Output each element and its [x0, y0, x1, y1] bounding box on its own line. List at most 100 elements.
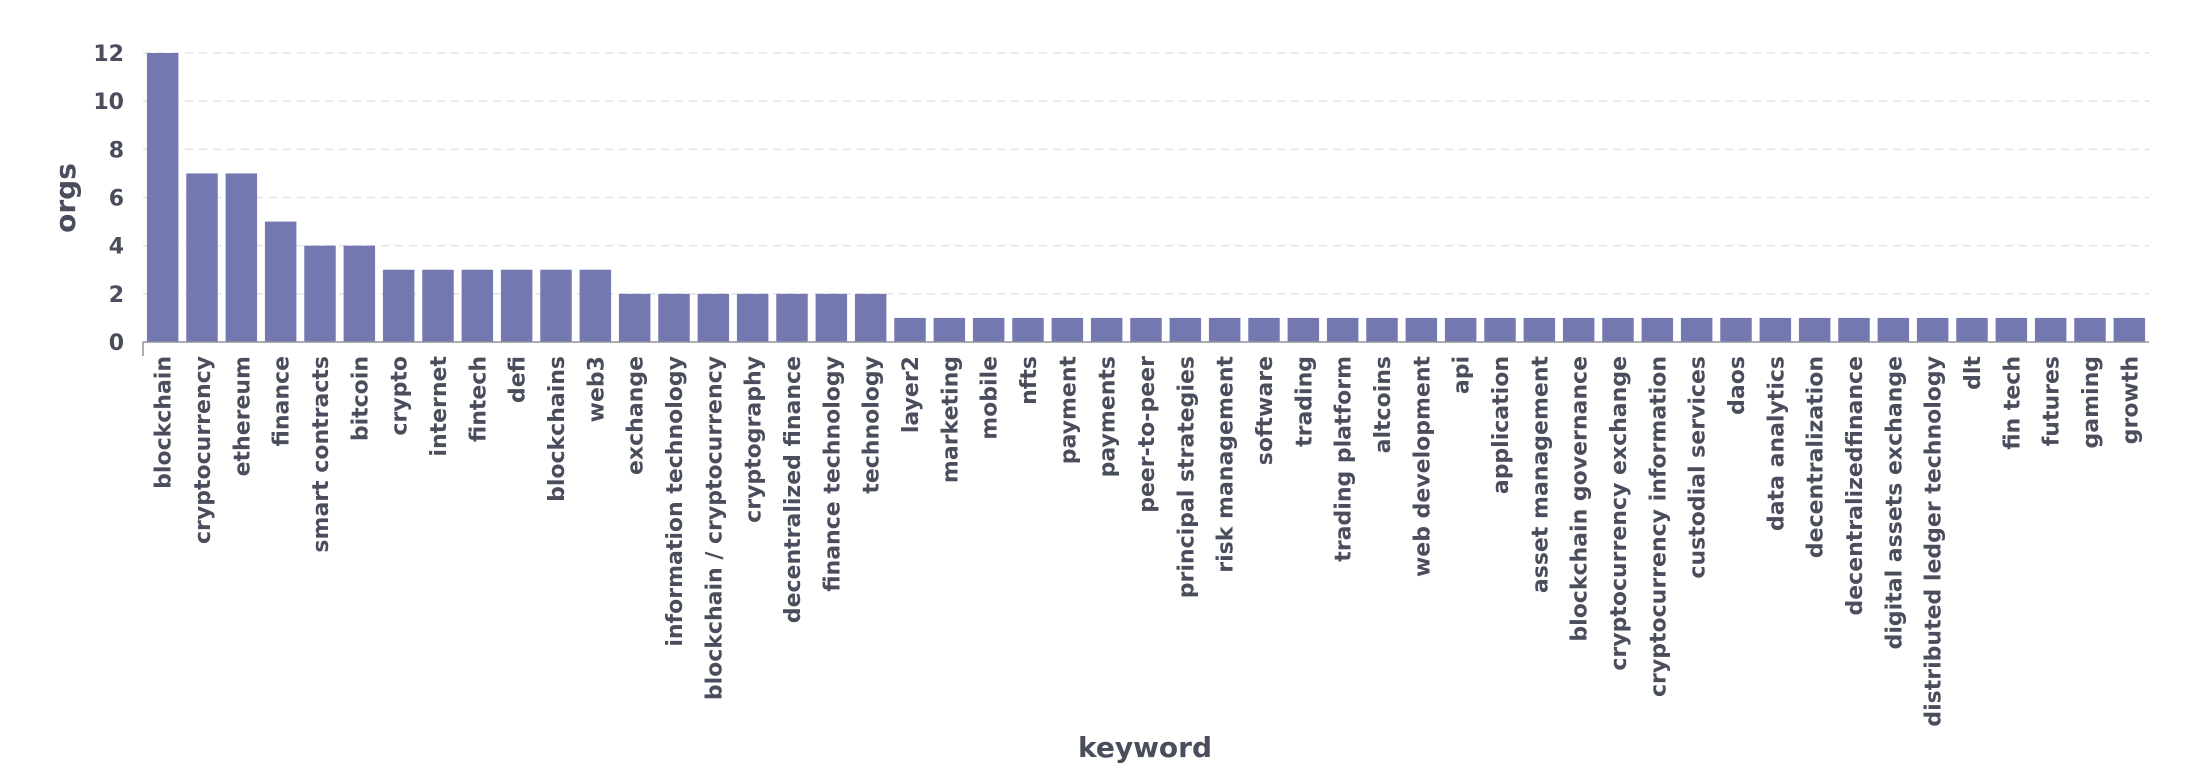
x-tick-label: blockchain / cryptocurrency — [702, 356, 727, 700]
x-tick-label: decentralized finance — [781, 356, 806, 623]
x-tick-label: asset management — [1528, 356, 1553, 594]
x-tick-label: digital assets exchange — [1882, 356, 1907, 649]
x-tick-label: decentralizedfinance — [1843, 356, 1868, 616]
x-tick-label: blockchain governance — [1568, 356, 1593, 642]
x-tick-label: fin tech — [2000, 356, 2025, 450]
bar — [1641, 317, 1674, 342]
x-tick-label: payments — [1096, 356, 1121, 477]
bar — [1995, 317, 2028, 342]
x-tick-label: altcoins — [1371, 356, 1396, 453]
bar — [1405, 317, 1438, 342]
x-tick-label: dlt — [1961, 356, 1986, 390]
x-tick-labels: blockchain cryptocurrency ethereum finance s… — [152, 356, 2144, 727]
x-tick-label: gaming — [2079, 356, 2104, 448]
bar — [500, 269, 533, 342]
bar — [1759, 317, 1792, 342]
bar — [382, 269, 415, 342]
bar — [2034, 317, 2067, 342]
bar — [1326, 317, 1359, 342]
bar — [264, 221, 297, 342]
x-tick-label: technology — [860, 356, 885, 494]
axes — [142, 341, 2149, 356]
bar — [1208, 317, 1241, 342]
x-tick-label: payment — [1056, 356, 1081, 465]
bar — [736, 293, 769, 342]
x-tick-label: trading — [1292, 356, 1317, 447]
bar — [1956, 317, 1988, 342]
x-tick-label: cryptocurrency exchange — [1607, 356, 1632, 671]
y-axis-title: orgs — [49, 163, 82, 233]
bar — [1838, 317, 1870, 342]
x-tick-label: api — [1450, 356, 1475, 394]
bar — [1602, 317, 1634, 342]
x-tick-label: exchange — [624, 356, 649, 475]
bar — [2074, 317, 2106, 342]
bar — [776, 293, 808, 342]
x-tick-label: distributed ledger technology — [1922, 356, 1947, 727]
bar — [854, 293, 887, 342]
bar — [1523, 317, 1556, 342]
bar — [933, 317, 966, 342]
x-tick-label: growth — [2118, 356, 2143, 444]
x-tick-label: finance technology — [820, 356, 845, 592]
bar — [1720, 317, 1752, 342]
bar — [658, 293, 690, 342]
bar — [422, 269, 454, 342]
x-tick-label: web3 — [584, 356, 609, 422]
x-tick-label: layer2 — [899, 356, 924, 433]
y-tick-label: 4 — [109, 235, 124, 260]
x-tick-label: fintech — [466, 356, 491, 442]
bar — [343, 245, 376, 342]
bar — [972, 317, 1005, 342]
bar — [697, 293, 730, 342]
x-tick-label: application — [1489, 356, 1514, 494]
x-tick-label: information technology — [663, 356, 688, 647]
x-tick-label: daos — [1725, 356, 1750, 415]
x-tick-label: risk management — [1214, 356, 1239, 573]
x-tick-label: software — [1253, 356, 1278, 465]
bar — [1169, 317, 1202, 342]
x-tick-label: blockchain — [152, 356, 177, 489]
bar — [1798, 317, 1831, 342]
x-axis-title: keyword — [1078, 731, 1212, 764]
x-tick-label: bitcoin — [348, 356, 373, 441]
bar — [1090, 317, 1123, 342]
x-tick-label: custodial services — [1686, 356, 1711, 579]
bars — [146, 53, 2146, 342]
x-tick-label: data analytics — [1764, 356, 1789, 531]
y-tick-label: 12 — [93, 42, 124, 67]
bar — [1248, 317, 1280, 342]
x-tick-label: ethereum — [230, 356, 255, 476]
y-tick-labels: 0 2 4 6 8 10 12 — [93, 42, 124, 356]
gridlines — [143, 52, 2149, 295]
bar — [1051, 317, 1084, 342]
bar — [1916, 317, 1949, 342]
x-tick-label: decentralization — [1804, 356, 1829, 558]
x-tick-label: crypto — [388, 356, 413, 436]
x-tick-label: cryptocurrency information — [1646, 356, 1671, 697]
x-tick-label: principal strategies — [1174, 356, 1199, 598]
bar — [1130, 317, 1162, 342]
bar — [1562, 317, 1595, 342]
x-tick-label: trading platform — [1332, 356, 1357, 562]
bar — [461, 269, 494, 342]
x-tick-label: defi — [506, 356, 531, 403]
bar — [618, 293, 651, 342]
x-tick-label: cryptography — [742, 356, 767, 523]
y-tick-label: 0 — [109, 331, 124, 356]
x-tick-label: blockchains — [545, 356, 570, 502]
x-tick-label: nfts — [1017, 356, 1042, 405]
x-tick-label: finance — [270, 356, 295, 446]
bar — [1444, 317, 1477, 342]
x-tick-label: mobile — [978, 356, 1003, 440]
bar — [304, 245, 336, 342]
bar — [146, 53, 179, 342]
bar — [2113, 317, 2146, 342]
bar — [1877, 317, 1910, 342]
bar — [225, 173, 258, 342]
bar — [1012, 317, 1044, 342]
x-tick-label: futures — [2040, 356, 2065, 446]
bar — [1484, 317, 1516, 342]
x-tick-label: internet — [427, 356, 452, 457]
